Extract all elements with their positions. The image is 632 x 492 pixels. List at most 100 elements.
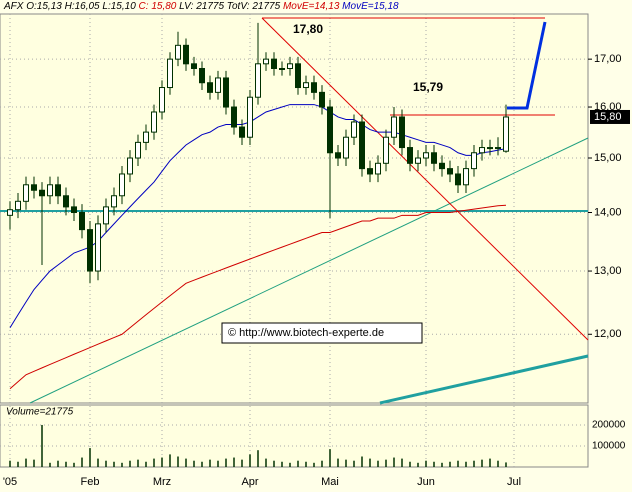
candle-body [199,67,205,84]
x-tick-label: Jun [417,476,435,488]
candle-body [391,116,397,138]
candle-body [95,223,101,272]
y-tick-label: 12,00 [594,328,622,340]
candle-body [375,162,381,175]
candle-body [319,91,325,108]
candle-body [71,206,77,214]
candle-body [351,121,357,138]
symbol: AFX [3,1,24,12]
y-tick-label: 16,00 [594,101,622,113]
volume-tick-label: 200000 [592,420,626,431]
candle-body [415,157,421,164]
volume-tick-label: 100000 [592,441,626,452]
candle-body [327,106,333,154]
last-price-box [590,109,630,124]
candle-body [111,195,117,208]
candle-body [103,206,109,225]
candle-body [159,87,165,113]
ma1: MovE=14,13 [283,1,340,12]
volume-info: LV: 21775 TotV: 21775 [179,1,280,12]
header: AFX O:15,13 H:16,05 L:15,10 C: 15,80 LV:… [3,1,399,12]
candle-body [231,106,237,128]
candle-body [23,184,29,202]
candle-body [183,44,189,65]
mid-label: 15,79 [413,80,443,94]
ohlc: O:15,13 H:16,05 L:15,10 [26,1,136,12]
x-tick-label: Mai [321,476,339,488]
candle-body [487,147,493,150]
candle-body [479,147,485,154]
copyright: © http://www.biotech-experte.de [228,327,384,339]
candle-body [271,58,277,69]
candle-body [447,168,453,175]
marks [7,22,509,467]
y-tick-label: 14,00 [594,206,622,218]
candle-body [15,200,21,211]
moving-average [9,204,507,390]
candle-body [455,173,461,186]
x-tick-label: Mrz [153,476,171,488]
candle-body [343,136,349,159]
candle-body [279,67,285,70]
candle-body [7,209,13,216]
candle-body [503,116,509,152]
candle-body [215,77,221,93]
copyright-box [221,322,423,344]
candle-body [31,184,37,191]
candle-body [471,152,477,170]
close: C: 15,80 [139,1,177,12]
candle-body [247,96,253,138]
candle-body [191,63,197,69]
trend-line-2 [379,354,589,405]
ma2: MovE=15,18 [342,1,399,12]
forecast-line [507,21,547,110]
candle-body [223,77,229,108]
candle-body [119,173,125,197]
candle-body [303,82,309,89]
candle-body [47,184,53,197]
candle-body [135,141,141,159]
candle-body [311,82,317,93]
x-tick-label: Apr [241,476,258,488]
candle-body [39,189,45,197]
candle-body [127,157,133,175]
price-panel [0,13,589,404]
y-tick-label: 17,00 [594,53,622,65]
candle-body [207,82,213,93]
candle-body [87,229,93,272]
candle-body [55,184,61,197]
candle-body [151,111,157,133]
candle-body [79,212,85,231]
candle-body [143,131,149,143]
candle-body [407,147,413,164]
resistance-line [261,17,589,341]
x-tick-label: Jul [507,476,521,488]
candle-body [167,58,173,89]
high-label: 17,80 [293,22,323,36]
candle-body [495,147,501,150]
candle-body [287,63,293,69]
candle-body [175,44,181,60]
candle-body [295,63,301,89]
candle-body [431,152,437,164]
y-tick-label: 13,00 [594,265,622,277]
candle-body [463,168,469,186]
candle-body [263,58,269,65]
candle-body [423,152,429,159]
candle-body [399,116,405,149]
candle-body [255,63,261,98]
y-tick-label: 15,00 [594,152,622,164]
candle-body [383,136,389,164]
candle-body [239,126,245,138]
trend-line [29,137,589,404]
volume-title: Volume=21775 [6,407,74,418]
candle-body [359,121,365,170]
x-tick-label: '05 [3,476,17,488]
last-price-label: 15,80 [594,111,622,123]
candle-body [439,162,445,170]
x-tick-label: Feb [81,476,100,488]
candle-body [63,195,69,208]
candle-body [367,168,373,175]
candle-body [335,152,341,159]
